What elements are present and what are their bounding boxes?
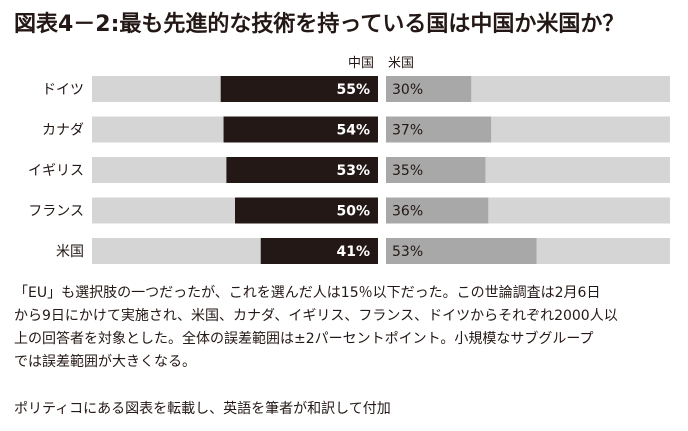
category-label: イギリス: [28, 163, 84, 179]
bar-us: [386, 238, 537, 264]
bar-row: イギリス 53% 35%: [28, 157, 670, 183]
legend-series-china: 中国: [348, 56, 374, 71]
bar-china: [260, 238, 378, 264]
data-label-us: 36%: [392, 204, 423, 220]
category-label: カナダ: [42, 123, 84, 139]
bar-row: 米国 41% 53%: [56, 238, 670, 264]
data-label-china: 54%: [336, 123, 370, 139]
bar-chart: 中国 米国 ドイツ 55% 30%カナダ 54% 37%イギリス 53% 35%フランス 50%…: [28, 56, 670, 264]
bar-row: カナダ 54% 37%: [42, 116, 670, 143]
source-note: ポリティコにある図表を転載し、英語を筆者が和訳して付加: [14, 401, 391, 417]
data-label-china: 55%: [336, 82, 370, 98]
category-label: 米国: [56, 244, 84, 260]
note-line: 上の回答者を対象とした。全体の誤差範囲は±2パーセントポイント。小規模なサブグル…: [14, 331, 594, 347]
data-label-us: 53%: [392, 244, 423, 260]
bar-china: [235, 197, 378, 224]
bar-row: フランス 50% 36%: [28, 197, 670, 224]
bar-us: [386, 76, 472, 102]
category-label: ドイツ: [42, 82, 84, 98]
bar-us: [386, 157, 486, 183]
data-label-china: 41%: [336, 244, 370, 260]
bar-row: ドイツ 55% 30%: [42, 76, 670, 102]
chart-title: 図表4－2:最も先進的な技術を持っている国は中国か米国か？: [14, 12, 625, 37]
data-label-china: 53%: [336, 163, 370, 179]
note-line: 「EU」も選択肢の一つだったが、これを選んだ人は15％以下だった。この世論調査は…: [14, 285, 601, 301]
bar-china: [220, 76, 378, 102]
bar-china: [223, 116, 378, 143]
data-label-us: 30%: [392, 82, 423, 98]
chart-note: 「EU」も選択肢の一つだったが、これを選んだ人は15％以下だった。この世論調査は…: [14, 282, 678, 374]
note-line: から9日にかけて実施され、米国、カナダ、イギリス、フランス、ドイツからそれぞれ2…: [14, 308, 618, 324]
data-label-us: 37%: [392, 123, 423, 139]
bar-us: [386, 116, 492, 143]
data-label-china: 50%: [336, 204, 370, 220]
note-line: では誤差範囲が大きくなる。: [14, 354, 196, 370]
legend-series-us: 米国: [388, 56, 414, 71]
bar-us: [386, 197, 489, 224]
bar-china: [226, 157, 378, 183]
data-label-us: 35%: [392, 163, 423, 179]
category-label: フランス: [28, 204, 84, 220]
